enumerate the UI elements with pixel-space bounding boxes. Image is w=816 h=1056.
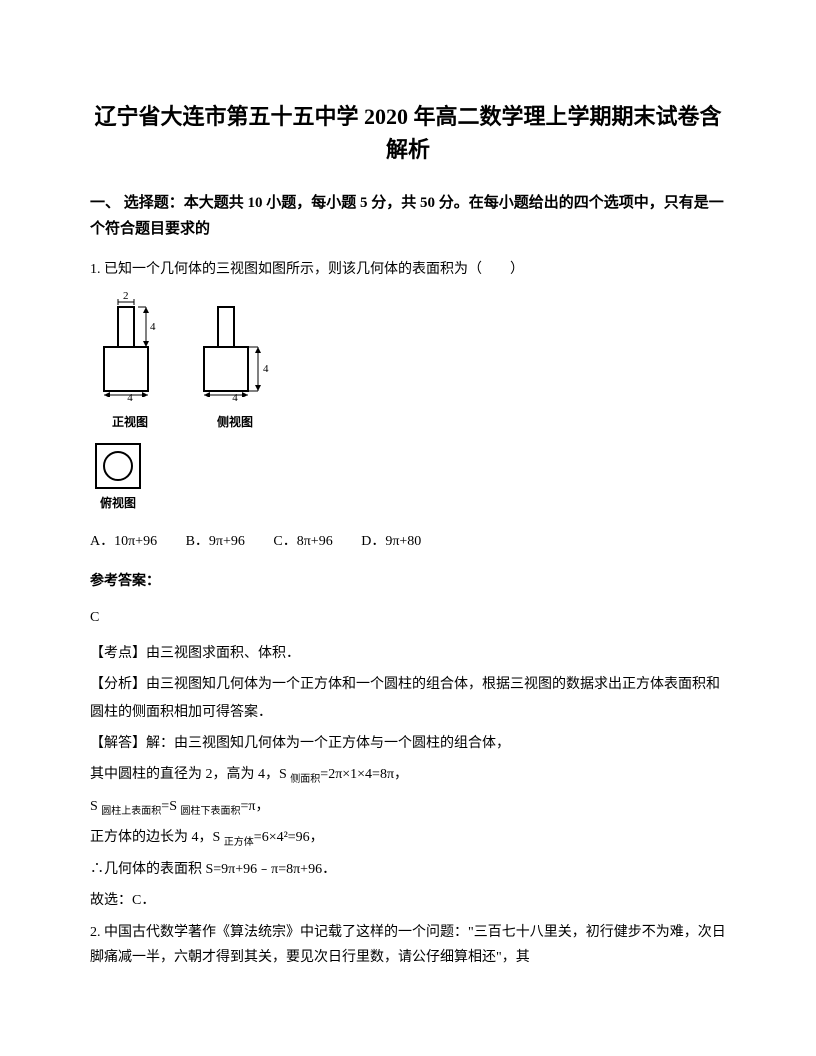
front-view-group: 2 4 4 正视图 <box>90 292 170 433</box>
dim-4c-label: 4 <box>127 389 133 409</box>
exp-p6-pre: 正方体的边长为 4，S <box>90 830 224 845</box>
exp-p4: 其中圆柱的直径为 2，高为 4，S 侧面积=2π×1×4=8π， <box>90 761 726 790</box>
answer-letter: C <box>90 605 726 630</box>
dim-4d-label: 4 <box>232 389 238 409</box>
exp-p4-pre: 其中圆柱的直径为 2，高为 4，S <box>90 767 290 782</box>
explanation-block: 【考点】由三视图求面积、体积． 【分析】由三视图知几何体为一个正方体和一个圆柱的… <box>90 640 726 915</box>
front-view-label: 正视图 <box>112 412 148 434</box>
option-a: A．10π+96 <box>90 534 157 549</box>
exp-p4-sub: 侧面积 <box>290 774 320 785</box>
question-1-text: 1. 已知一个几何体的三视图如图所示，则该几何体的表面积为（ ） <box>90 257 726 282</box>
question-2-body: 中国古代数学著作《算法统宗》中记载了这样的一个问题："三百七十八里关，初行健步不… <box>90 925 726 965</box>
side-view-svg: 4 <box>190 292 280 397</box>
section-heading: 一、 选择题：本大题共 10 小题，每小题 5 分，共 50 分。在每小题给出的… <box>90 191 726 242</box>
side-view-group: 4 4 侧视图 <box>190 292 280 433</box>
top-view-label: 俯视图 <box>100 493 136 515</box>
front-view-svg: 2 4 <box>90 292 170 397</box>
option-b: B．9π+96 <box>186 534 245 549</box>
document-title: 辽宁省大连市第五十五中学 2020 年高二数学理上学期期末试卷含解析 <box>90 100 726 166</box>
question-2-number: 2. <box>90 925 101 940</box>
top-view-svg <box>90 442 146 490</box>
exp-p5-mid: =S <box>161 799 180 814</box>
exp-p3: 【解答】解：由三视图知几何体为一个正方体与一个圆柱的组合体， <box>90 730 726 758</box>
option-d: D．9π+80 <box>361 534 421 549</box>
exp-p6: 正方体的边长为 4，S 正方体=6×4²=96， <box>90 824 726 853</box>
option-c: C．8π+96 <box>273 534 332 549</box>
dim-4b: 4 <box>263 363 269 375</box>
exp-p6-sub: 正方体 <box>224 837 254 848</box>
answer-heading: 参考答案： <box>90 569 726 594</box>
options-row: A．10π+96 B．9π+96 C．8π+96 D．9π+80 <box>90 529 726 554</box>
top-view-group: 俯视图 <box>90 442 726 515</box>
question-2-text: 2. 中国古代数学著作《算法统宗》中记载了这样的一个问题："三百七十八里关，初行… <box>90 920 726 970</box>
exp-p5-post: =π， <box>240 799 269 814</box>
question-body: 已知一个几何体的三视图如图所示，则该几何体的表面积为（ ） <box>104 262 524 277</box>
side-view-label: 侧视图 <box>217 412 253 434</box>
question-number: 1. <box>90 262 101 277</box>
exp-p8: 故选：C． <box>90 887 726 915</box>
three-views-diagram: 2 4 4 正视图 <box>90 292 726 514</box>
exp-p2: 【分析】由三视图知几何体为一个正方体和一个圆柱的组合体，根据三视图的数据求出正方… <box>90 671 726 727</box>
exp-p4-post: =2π×1×4=8π， <box>320 767 408 782</box>
exp-p5: S 圆柱上表面积=S 圆柱下表面积=π， <box>90 793 726 822</box>
dim-2: 2 <box>123 292 129 302</box>
exp-p6-post: =6×4²=96， <box>254 830 324 845</box>
exp-p5-sub1: 圆柱上表面积 <box>101 805 161 816</box>
exp-p1: 【考点】由三视图求面积、体积． <box>90 640 726 668</box>
exp-p5-sub2: 圆柱下表面积 <box>180 805 240 816</box>
exp-p5-pre: S <box>90 799 101 814</box>
exp-p7: ∴几何体的表面积 S=9π+96﹣π=8π+96． <box>90 856 726 884</box>
dim-4a: 4 <box>150 321 156 333</box>
